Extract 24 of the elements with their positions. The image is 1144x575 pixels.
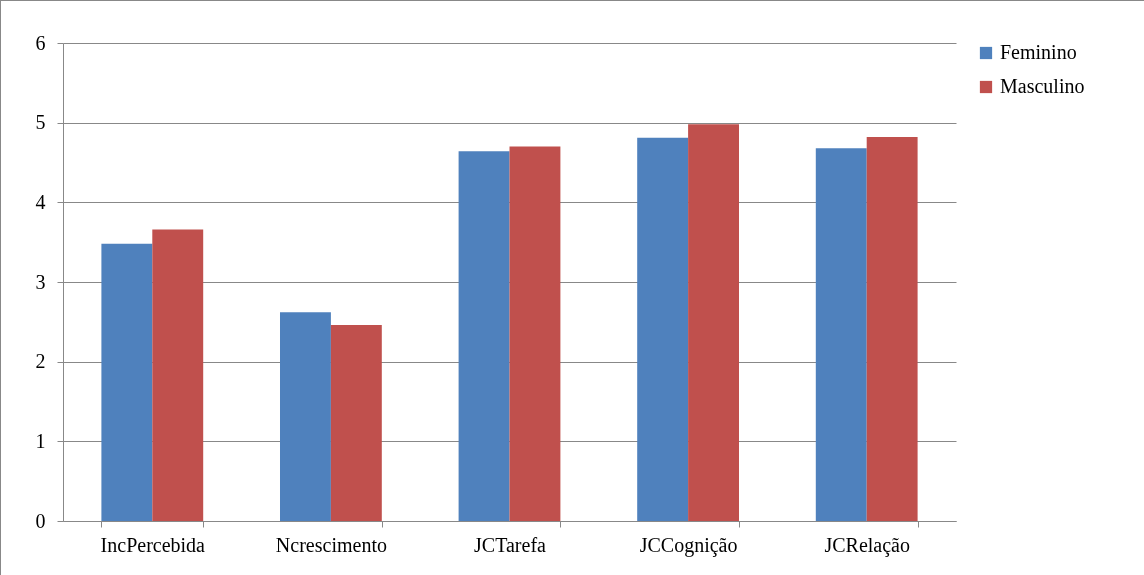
y-tick-label: 0: [35, 509, 46, 532]
bar: [101, 243, 153, 521]
bar: [152, 229, 204, 521]
x-tick-label: IncPercebida: [100, 533, 206, 556]
bar: [815, 148, 867, 521]
bar: [637, 137, 689, 521]
bar: [280, 312, 331, 521]
bar: [688, 124, 739, 521]
x-tick-label: Ncrescimento: [275, 533, 387, 556]
bar: [866, 137, 918, 521]
y-tick-label: 2: [35, 350, 46, 373]
x-tick-label: JCRelação: [824, 533, 910, 557]
bar: [458, 151, 510, 521]
legend-label: Masculino: [1000, 75, 1085, 97]
y-tick-label: 3: [35, 270, 46, 293]
x-tick-label: JCCognição: [639, 533, 738, 557]
legend-label: Feminino: [1000, 41, 1077, 63]
y-tick-label: 4: [35, 190, 46, 213]
y-tick-label: 5: [35, 111, 46, 134]
x-tick-label: JCTarefa: [474, 533, 547, 556]
bar: [330, 325, 382, 521]
y-tick-label: 1: [35, 429, 46, 452]
y-tick-label: 6: [35, 31, 46, 54]
bar: [509, 146, 561, 521]
